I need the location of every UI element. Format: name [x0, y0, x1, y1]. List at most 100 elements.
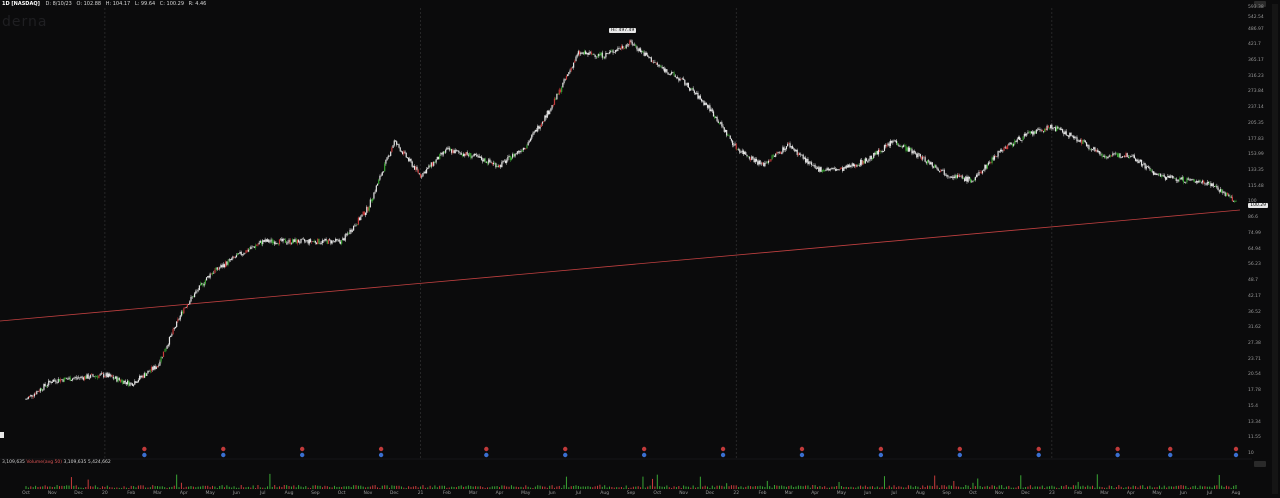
event-marker-icon[interactable] [563, 446, 568, 452]
volume-bar [580, 486, 582, 489]
candle-body [45, 385, 47, 387]
candle-body [1072, 136, 1074, 138]
volume-bar [797, 485, 799, 489]
time-axis-tick: Mar [1100, 491, 1109, 496]
event-marker-icon[interactable] [378, 452, 384, 458]
event-marker-icon[interactable] [1233, 446, 1239, 452]
candle-body [27, 397, 29, 399]
candle-body [286, 242, 288, 244]
volume-bar [1075, 485, 1077, 489]
candle-body [170, 335, 172, 337]
event-marker-icon[interactable] [221, 446, 226, 452]
volume-bar [824, 486, 826, 489]
volume-scale-control[interactable] [1254, 461, 1266, 467]
event-marker-icon[interactable] [641, 446, 647, 452]
candle-body [788, 143, 790, 144]
candle-body [115, 376, 117, 379]
volume-bar [950, 485, 952, 489]
trendline[interactable] [0, 209, 1241, 322]
event-marker-icon[interactable] [142, 446, 147, 452]
volume-bar [711, 485, 713, 489]
candle-body [714, 116, 716, 118]
candle-body [888, 143, 890, 146]
candle-body [914, 152, 917, 154]
event-marker-icon[interactable] [1036, 446, 1041, 452]
volume-bar [558, 485, 560, 489]
event-marker-icon[interactable] [378, 446, 384, 452]
vertical-scrollbar[interactable] [1272, 4, 1278, 494]
candle-body [717, 121, 719, 123]
candle-body [283, 238, 285, 240]
volume-bar [879, 487, 881, 489]
event-marker-icon[interactable] [1168, 446, 1173, 452]
candle-body [137, 379, 139, 382]
candle-body [985, 164, 987, 169]
candle-body [1193, 179, 1195, 183]
candle-body [271, 239, 273, 243]
volume-label[interactable]: Volume(avg 50) [26, 460, 63, 465]
candle-body [887, 143, 889, 145]
candle-body [292, 239, 294, 244]
event-marker-icon[interactable] [299, 446, 305, 452]
candle-body [216, 267, 218, 270]
symbol-label[interactable]: 1D [NASDAQ] [2, 1, 40, 7]
volume-bar [623, 487, 625, 489]
candle-body [176, 321, 178, 328]
event-marker-icon[interactable] [1036, 452, 1041, 458]
candle-body [472, 155, 474, 157]
volume-bar [231, 487, 233, 489]
event-marker-icon[interactable] [1115, 452, 1120, 458]
event-marker-icon[interactable] [720, 452, 726, 458]
event-marker-icon[interactable] [142, 452, 147, 458]
volume-bar [833, 486, 835, 489]
candle-body [898, 145, 900, 147]
event-marker-icon[interactable] [957, 446, 963, 452]
volume-bar [647, 486, 649, 489]
event-marker-icon[interactable] [799, 446, 805, 452]
candle-body [107, 373, 110, 378]
event-marker-icon[interactable] [484, 446, 489, 452]
candle-body [1027, 132, 1029, 134]
candle-body [683, 78, 685, 80]
event-marker-icon[interactable] [720, 446, 726, 452]
candle-body [263, 240, 265, 242]
candle-body [606, 53, 608, 54]
event-marker-icon[interactable] [221, 452, 226, 458]
event-marker-icon[interactable] [1115, 446, 1120, 452]
event-marker-icon[interactable] [641, 452, 647, 458]
candle-body [1119, 153, 1121, 158]
candle-body [1125, 153, 1127, 158]
volume-bar [855, 487, 857, 489]
event-marker-icon[interactable] [1233, 452, 1239, 458]
event-marker-icon[interactable] [799, 452, 805, 458]
volume-bar [121, 487, 123, 489]
candle-body [521, 150, 523, 152]
candle-body [69, 377, 71, 381]
event-marker-icon[interactable] [957, 452, 963, 458]
volume-bar [338, 486, 340, 489]
candle-body [588, 52, 590, 55]
volume-bar [506, 486, 508, 489]
event-marker-icon[interactable] [878, 452, 884, 458]
volume-bar [216, 487, 218, 489]
candle-body [423, 171, 425, 173]
event-marker-icon[interactable] [1168, 452, 1173, 458]
volume-bar [39, 486, 41, 489]
event-marker-icon[interactable] [563, 452, 568, 458]
volume-bar [185, 486, 187, 489]
volume-bar [513, 486, 515, 489]
volume-bar [295, 487, 297, 489]
event-marker-icon[interactable] [484, 452, 489, 458]
candle-body [694, 93, 697, 94]
volume-bar [510, 485, 512, 489]
price-scale-control[interactable] [1254, 1, 1266, 7]
candle-body [226, 261, 228, 265]
candle-body [1212, 183, 1214, 187]
candle-body [831, 167, 833, 170]
time-axis-tick: Dec [389, 491, 399, 496]
candle-body [623, 48, 625, 49]
candle-body [36, 391, 38, 395]
event-marker-icon[interactable] [878, 446, 884, 452]
event-marker-icon[interactable] [299, 452, 305, 458]
